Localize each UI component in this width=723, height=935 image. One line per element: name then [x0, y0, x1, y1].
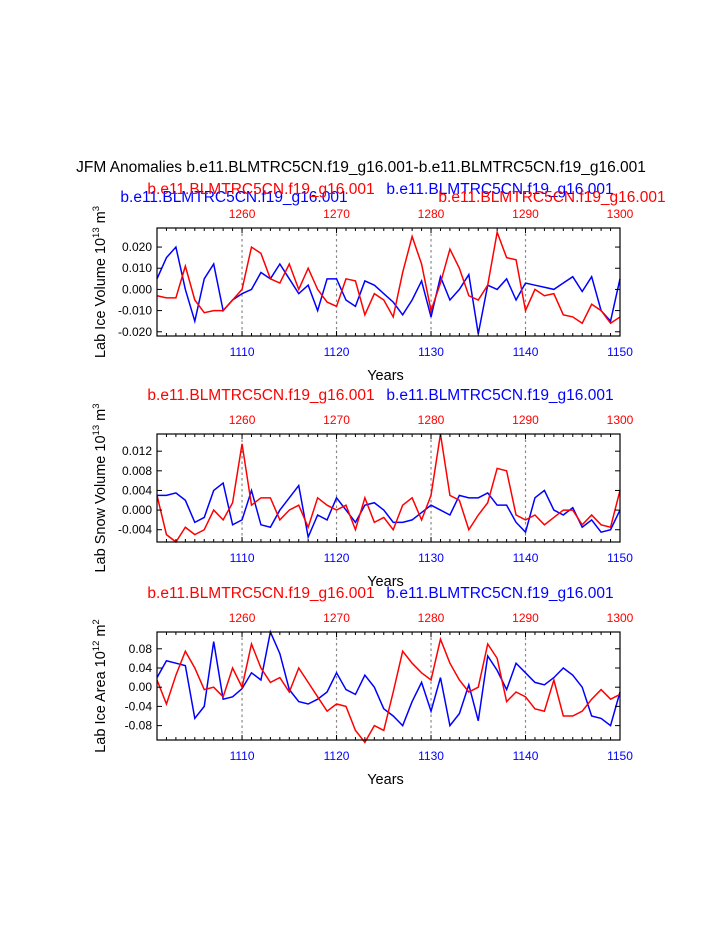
y-label-text: Lab Snow Volume 10: [93, 435, 109, 572]
y-label-unit-exponent: 3: [91, 206, 102, 211]
x-tick-label-top: 1290: [512, 611, 539, 625]
y-tick-label: 0.020: [122, 240, 152, 254]
y-label-text: Lab Ice Volume 10: [93, 238, 109, 358]
y-tick-label: -0.020: [118, 325, 152, 339]
plot-frame: [156, 433, 621, 543]
x-tick-label-bottom: 1120: [324, 749, 350, 763]
subtitle-left-upper: b.e11.BLMTRC5CN.f19_g16.001: [147, 387, 374, 404]
y-tick-label: 0.00: [129, 680, 153, 694]
x-axis-label: Years: [367, 574, 404, 590]
y-label-exponent: 13: [91, 227, 102, 238]
y-label-unit: m: [93, 211, 109, 227]
subtitle-left-lower: b.e11.BLMTRC5CN.f19_g16.001: [120, 189, 347, 206]
x-tick-label-bottom: 1120: [324, 551, 350, 565]
panel-2: b.e11.BLMTRC5CN.f19_g16.001 (1101-1150)b…: [91, 387, 634, 590]
x-tick-label-bottom: 1150: [607, 345, 633, 359]
x-tick-label-bottom: 1110: [230, 345, 255, 359]
x-tick-label-bottom: 1140: [513, 551, 539, 565]
x-tick-label-top: 1290: [512, 207, 539, 221]
figure-title: JFM Anomalies b.e11.BLMTRC5CN.f19_g16.00…: [76, 159, 646, 176]
y-tick-label: 0.000: [122, 282, 152, 296]
x-axis-label: Years: [367, 368, 404, 384]
y-tick-label: 0.08: [129, 642, 153, 656]
y-label-unit-exponent: 3: [91, 403, 102, 408]
x-tick-label-bottom: 1130: [418, 551, 444, 565]
x-tick-label-bottom: 1140: [513, 345, 539, 359]
y-axis-label: Lab Ice Volume 1013 m3: [91, 206, 109, 358]
subtitle-right-upper: b.e11.BLMTRC5CN.f19_g16.001: [386, 585, 613, 602]
x-tick-label-top: 1300: [607, 611, 634, 625]
x-tick-label-bottom: 1130: [418, 345, 444, 359]
y-axis-label: Lab Ice Area 1012 m2: [91, 619, 109, 753]
x-tick-label-top: 1260: [229, 611, 256, 625]
y-tick-label: 0.004: [122, 483, 152, 497]
x-tick-label-top: 1280: [418, 207, 445, 221]
y-tick-label: 0.04: [129, 661, 153, 675]
x-tick-label-top: 1260: [229, 207, 256, 221]
series-line-red: b.e11.BLMTRC5CN.f19_g16.001 (1251-1300): [156, 636, 621, 744]
panel-3: b.e11.BLMTRC5CN.f19_g16.001 (1101-1150)b…: [91, 585, 634, 788]
x-tick-label-top: 1280: [418, 611, 445, 625]
y-label-unit-exponent: 2: [91, 619, 102, 624]
panel-1: b.e11.BLMTRC5CN.f19_g16.001 (1101-1150)b…: [91, 181, 666, 384]
subtitle-right-upper: b.e11.BLMTRC5CN.f19_g16.001: [386, 181, 613, 198]
x-tick-label-top: 1270: [323, 413, 350, 427]
y-tick-label: 0.000: [122, 503, 152, 517]
x-tick-label-bottom: 1150: [607, 551, 633, 565]
y-tick-label: 0.008: [122, 464, 152, 478]
y-tick-label: 0.012: [122, 444, 152, 458]
x-tick-label-top: 1290: [512, 413, 539, 427]
x-tick-label-top: 1270: [323, 611, 350, 625]
y-label-exponent: 12: [91, 641, 102, 652]
subtitle-right-lower: b.e11.BLMTRC5CN.f19_g16.001: [438, 189, 665, 206]
x-tick-label-bottom: 1140: [513, 749, 539, 763]
x-tick-label-top: 1260: [229, 413, 256, 427]
x-tick-label-top: 1300: [607, 413, 634, 427]
y-label-unit: m: [93, 409, 109, 425]
y-tick-label: -0.08: [125, 719, 153, 733]
subtitle-right-upper: b.e11.BLMTRC5CN.f19_g16.001: [386, 387, 613, 404]
x-tick-label-bottom: 1120: [324, 345, 350, 359]
y-axis-label: Lab Snow Volume 1013 m3: [91, 403, 109, 572]
x-tick-label-bottom: 1110: [230, 551, 255, 565]
panels: b.e11.BLMTRC5CN.f19_g16.001 (1101-1150)b…: [91, 181, 666, 788]
series-line-red: b.e11.BLMTRC5CN.f19_g16.001 (1251-1300): [156, 433, 621, 544]
subtitle-left-upper: b.e11.BLMTRC5CN.f19_g16.001: [147, 585, 374, 602]
x-axis-label: Years: [367, 772, 404, 788]
series-line-red: b.e11.BLMTRC5CN.f19_g16.001 (1251-1300): [156, 229, 621, 325]
y-label-exponent: 13: [91, 425, 102, 436]
x-tick-label-bottom: 1150: [607, 749, 633, 763]
y-tick-label: -0.004: [118, 523, 152, 537]
y-tick-label: -0.010: [118, 304, 152, 318]
plot-frame: [156, 227, 621, 337]
plot-frame: [156, 631, 621, 741]
x-tick-label-top: 1300: [607, 207, 634, 221]
x-tick-label-bottom: 1130: [418, 749, 444, 763]
y-label-text: Lab Ice Area 10: [93, 651, 109, 753]
subtitle-left-upper: b.e11.BLMTRC5CN.f19_g16.001: [147, 181, 374, 198]
y-label-unit: m: [93, 625, 109, 641]
x-tick-label-top: 1280: [418, 413, 445, 427]
x-tick-label-bottom: 1110: [230, 749, 255, 763]
x-tick-label-top: 1270: [323, 207, 350, 221]
y-tick-label: -0.04: [125, 699, 153, 713]
y-tick-label: 0.010: [122, 261, 152, 275]
